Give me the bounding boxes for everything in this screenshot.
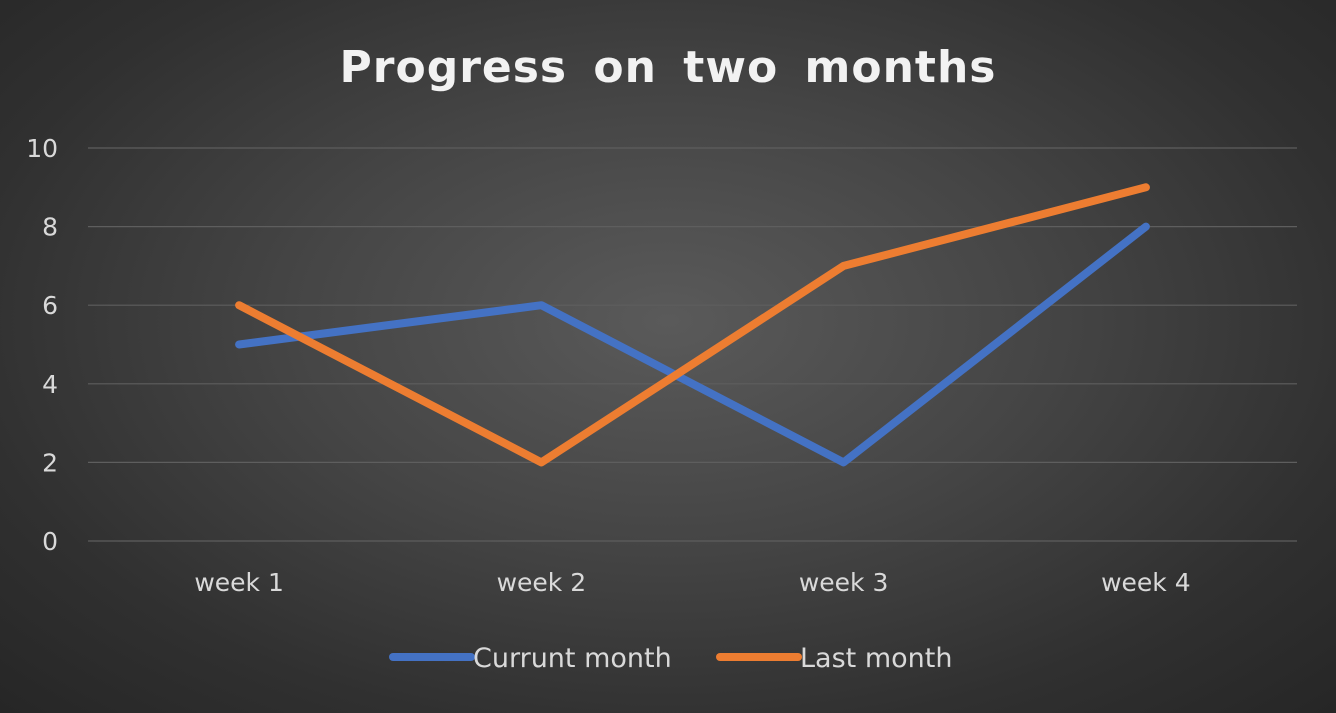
series-lines xyxy=(235,183,1150,467)
y-tick-label: 2 xyxy=(42,448,58,477)
legend: Currunt month Last month xyxy=(389,643,952,674)
y-tick-label: 8 xyxy=(42,213,58,242)
y-tick-label: 10 xyxy=(26,134,58,163)
legend-label: Currunt month xyxy=(473,643,672,674)
series-line-1 xyxy=(235,222,1150,467)
chart-title: Progress on two months xyxy=(340,42,997,93)
x-axis-ticks: week 1 week 2 week 3 week 4 xyxy=(194,568,1190,597)
y-tick-label: 0 xyxy=(42,527,58,556)
x-tick-label: week 2 xyxy=(497,568,587,597)
y-axis-ticks: 0 2 4 6 8 10 xyxy=(26,134,58,556)
legend-label: Last month xyxy=(800,643,952,674)
y-tick-label: 4 xyxy=(42,370,58,399)
series-line-2 xyxy=(235,183,1150,467)
x-tick-label: week 3 xyxy=(799,568,889,597)
y-tick-label: 6 xyxy=(42,291,58,320)
x-tick-label: week 1 xyxy=(194,568,284,597)
x-tick-label: week 4 xyxy=(1101,568,1191,597)
